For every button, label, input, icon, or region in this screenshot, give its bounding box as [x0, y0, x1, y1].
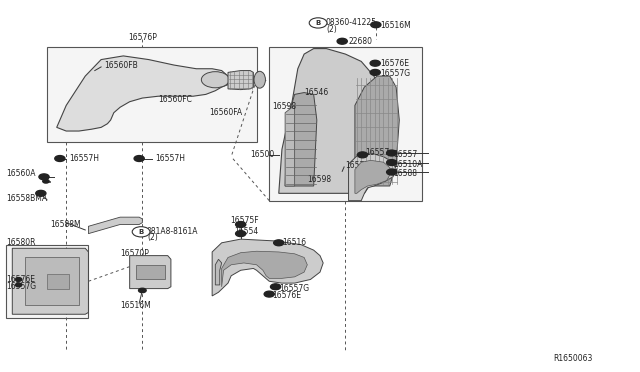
- Text: 16570P: 16570P: [120, 249, 149, 258]
- Text: 16557H: 16557H: [69, 154, 99, 163]
- Text: 16598: 16598: [307, 175, 332, 184]
- Text: 16516M: 16516M: [380, 21, 411, 30]
- Polygon shape: [279, 49, 387, 193]
- Polygon shape: [285, 93, 317, 186]
- Circle shape: [274, 240, 284, 246]
- Polygon shape: [355, 76, 399, 186]
- Text: 16557: 16557: [365, 148, 390, 157]
- Text: 16546: 16546: [304, 88, 328, 97]
- Text: 16576E: 16576E: [6, 275, 35, 284]
- Text: B: B: [316, 20, 321, 26]
- Circle shape: [370, 60, 380, 66]
- Text: 16588: 16588: [393, 169, 417, 178]
- Circle shape: [202, 72, 229, 88]
- Circle shape: [387, 150, 397, 156]
- Text: 16580R: 16580R: [6, 238, 35, 247]
- Text: 16558BMA: 16558BMA: [6, 194, 47, 203]
- Text: 16577: 16577: [346, 161, 370, 170]
- Circle shape: [309, 18, 327, 28]
- Polygon shape: [57, 56, 231, 131]
- FancyBboxPatch shape: [6, 245, 88, 318]
- Circle shape: [39, 174, 49, 180]
- Text: (2): (2): [326, 25, 337, 33]
- Text: 16560A: 16560A: [6, 169, 35, 178]
- Circle shape: [138, 288, 146, 293]
- FancyBboxPatch shape: [47, 47, 257, 142]
- Polygon shape: [136, 265, 164, 279]
- Circle shape: [15, 278, 22, 281]
- Polygon shape: [215, 259, 221, 285]
- Text: 16560FB: 16560FB: [104, 61, 138, 70]
- Text: 16598: 16598: [273, 102, 296, 110]
- Circle shape: [43, 179, 49, 183]
- Circle shape: [357, 152, 367, 158]
- Circle shape: [387, 169, 397, 175]
- Polygon shape: [221, 251, 307, 287]
- FancyBboxPatch shape: [269, 47, 422, 201]
- Circle shape: [387, 160, 397, 166]
- Text: 16576P: 16576P: [128, 33, 157, 42]
- Text: (2): (2): [147, 233, 158, 242]
- Text: 16500: 16500: [250, 150, 275, 159]
- Text: B: B: [138, 229, 144, 235]
- Text: 16576E: 16576E: [273, 291, 301, 301]
- Text: R1650063: R1650063: [554, 354, 593, 363]
- Circle shape: [236, 222, 246, 227]
- Circle shape: [134, 155, 144, 161]
- Text: 16516: 16516: [282, 238, 306, 247]
- Text: 16510A: 16510A: [393, 160, 422, 169]
- Circle shape: [236, 231, 246, 237]
- Text: 16576E: 16576E: [380, 60, 409, 68]
- Polygon shape: [88, 217, 142, 234]
- Polygon shape: [130, 256, 171, 289]
- Circle shape: [371, 22, 381, 28]
- Circle shape: [132, 227, 150, 237]
- Circle shape: [370, 70, 380, 76]
- Circle shape: [15, 283, 22, 287]
- Text: 16560FA: 16560FA: [209, 108, 242, 117]
- Circle shape: [271, 284, 281, 290]
- Text: 08360-41225: 08360-41225: [325, 19, 376, 28]
- Circle shape: [55, 155, 65, 161]
- Polygon shape: [285, 105, 294, 186]
- Text: 16560FC: 16560FC: [158, 95, 192, 105]
- Text: 16557G: 16557G: [6, 282, 36, 291]
- Polygon shape: [12, 248, 88, 314]
- Text: 16575F: 16575F: [230, 216, 259, 225]
- Text: 16557: 16557: [393, 150, 417, 159]
- Text: 16516M: 16516M: [120, 301, 151, 310]
- Text: 16557H: 16557H: [155, 154, 185, 163]
- Polygon shape: [47, 274, 69, 289]
- Polygon shape: [228, 71, 253, 90]
- Polygon shape: [355, 160, 390, 193]
- Circle shape: [337, 38, 348, 44]
- Circle shape: [36, 190, 46, 196]
- Text: 16557G: 16557G: [380, 69, 410, 78]
- Text: 081A8-8161A: 081A8-8161A: [146, 227, 198, 236]
- Text: 16588M: 16588M: [51, 220, 81, 229]
- Text: 16557G: 16557G: [279, 284, 309, 293]
- Polygon shape: [349, 153, 396, 201]
- Text: 22680: 22680: [349, 37, 372, 46]
- Polygon shape: [212, 239, 323, 296]
- Polygon shape: [25, 257, 79, 305]
- Circle shape: [264, 291, 275, 297]
- Ellipse shape: [254, 71, 266, 88]
- Text: 16554: 16554: [234, 227, 259, 236]
